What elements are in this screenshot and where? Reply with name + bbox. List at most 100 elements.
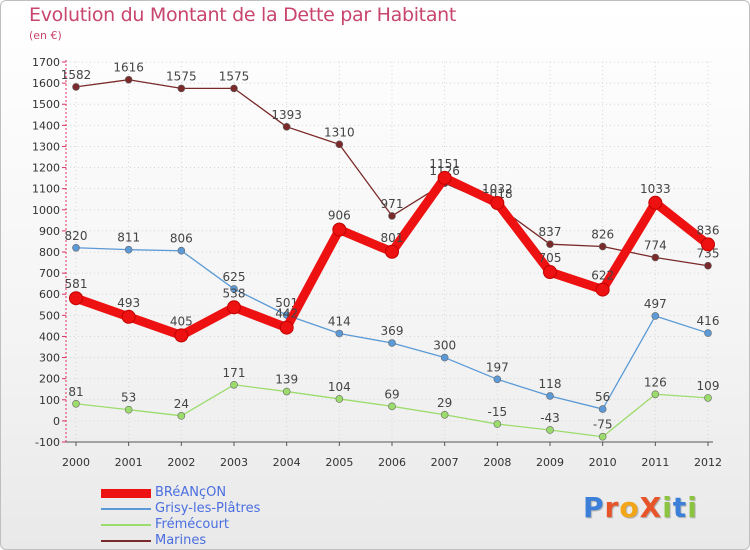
y-tick-label: 200 bbox=[39, 373, 60, 386]
data-label: 774 bbox=[644, 238, 667, 252]
data-point bbox=[493, 420, 502, 428]
x-tick-label: 2012 bbox=[694, 456, 722, 469]
data-label: -15 bbox=[488, 405, 508, 419]
x-tick-label: 2001 bbox=[115, 456, 143, 469]
legend-label: Marines bbox=[155, 533, 207, 548]
x-tick-label: 2009 bbox=[536, 456, 564, 469]
y-tick-label: 800 bbox=[39, 246, 60, 259]
data-label: 109 bbox=[697, 379, 720, 393]
data-label: 24 bbox=[174, 397, 189, 411]
data-label: 820 bbox=[65, 229, 88, 243]
x-tick-label: 2005 bbox=[325, 456, 353, 469]
x-tick-label: 2004 bbox=[273, 456, 301, 469]
legend-label: Grisy-les-Plâtres bbox=[155, 501, 261, 516]
data-point bbox=[437, 170, 452, 185]
data-label: 806 bbox=[170, 232, 193, 246]
y-tick-label: 1600 bbox=[32, 77, 60, 90]
data-point bbox=[282, 123, 291, 131]
data-label: 53 bbox=[121, 391, 136, 405]
data-point bbox=[651, 390, 660, 399]
y-tick-label: 400 bbox=[39, 330, 60, 343]
data-label: 837 bbox=[539, 225, 562, 239]
data-label: 625 bbox=[223, 270, 246, 284]
data-label: 139 bbox=[275, 373, 298, 387]
data-label: 414 bbox=[328, 314, 351, 328]
y-tick-label: 600 bbox=[39, 288, 60, 301]
x-tick-label: 2010 bbox=[589, 456, 617, 469]
data-label: 497 bbox=[644, 297, 667, 311]
data-label: 801 bbox=[381, 231, 404, 245]
logo-letter: P bbox=[583, 491, 605, 524]
y-tick-label: 0 bbox=[53, 415, 60, 428]
data-label: 118 bbox=[539, 377, 562, 391]
data-label: 1616 bbox=[113, 61, 144, 75]
data-point bbox=[177, 246, 186, 255]
data-point bbox=[230, 84, 238, 93]
data-label: 493 bbox=[117, 296, 140, 310]
data-label: 538 bbox=[223, 286, 246, 300]
data-point bbox=[595, 282, 610, 297]
y-tick-label: 100 bbox=[39, 394, 60, 407]
data-point bbox=[335, 395, 344, 403]
data-point bbox=[177, 84, 186, 93]
legend-label: BRéANçON bbox=[155, 485, 227, 500]
x-tick-label: 2008 bbox=[483, 456, 511, 469]
data-label: 971 bbox=[381, 197, 404, 211]
y-tick-label: 1000 bbox=[32, 204, 60, 217]
data-point bbox=[546, 392, 554, 400]
data-point bbox=[124, 245, 133, 254]
data-point bbox=[335, 140, 344, 149]
y-tick-label: 500 bbox=[39, 309, 60, 322]
data-label: 826 bbox=[591, 228, 614, 242]
x-tick-label: 2002 bbox=[167, 456, 195, 469]
x-tick-label: 2000 bbox=[62, 456, 90, 469]
legend-swatch bbox=[101, 508, 151, 510]
data-label: 369 bbox=[381, 324, 404, 338]
data-label: 197 bbox=[486, 360, 509, 374]
data-label: 416 bbox=[697, 314, 720, 328]
data-label: 1575 bbox=[219, 69, 250, 83]
data-point bbox=[124, 405, 133, 414]
data-point bbox=[598, 242, 607, 251]
data-point bbox=[704, 329, 712, 337]
data-point bbox=[72, 399, 80, 408]
data-label: 405 bbox=[170, 314, 193, 328]
data-label: 906 bbox=[328, 209, 351, 223]
data-point bbox=[546, 240, 554, 248]
data-label: 1575 bbox=[166, 69, 197, 83]
data-point bbox=[230, 285, 238, 293]
data-point bbox=[282, 387, 291, 396]
logo-letter: r bbox=[604, 491, 620, 524]
legend-label: Frémécourt bbox=[155, 517, 230, 532]
data-label: 735 bbox=[697, 247, 720, 261]
data-label: -43 bbox=[540, 411, 560, 425]
legend-swatch bbox=[101, 540, 151, 542]
x-tick-label: 2003 bbox=[220, 456, 248, 469]
data-label: 501 bbox=[275, 296, 298, 310]
data-label: 300 bbox=[433, 339, 456, 353]
data-point bbox=[124, 75, 133, 84]
data-label: 69 bbox=[384, 387, 399, 401]
data-point bbox=[174, 328, 189, 343]
y-tick-label: 300 bbox=[39, 352, 60, 365]
data-point bbox=[543, 265, 557, 280]
y-tick-label: 1200 bbox=[32, 162, 60, 175]
x-tick-label: 2007 bbox=[431, 456, 459, 469]
logo-letter: i bbox=[662, 491, 673, 524]
data-point bbox=[388, 402, 396, 411]
x-tick-label: 2011 bbox=[641, 456, 669, 469]
data-label: 126 bbox=[644, 375, 667, 389]
data-label: 104 bbox=[328, 380, 351, 394]
data-point bbox=[335, 329, 344, 338]
legend-swatch bbox=[101, 524, 151, 526]
data-label: 1582 bbox=[61, 68, 92, 82]
y-tick-label: 1400 bbox=[32, 119, 60, 132]
data-point bbox=[388, 339, 396, 347]
data-label: 1033 bbox=[640, 182, 671, 196]
data-point bbox=[385, 244, 399, 259]
chart-title: Evolution du Montant de la Dette par Hab… bbox=[29, 4, 457, 26]
data-point bbox=[440, 353, 449, 362]
data-label: 442 bbox=[275, 307, 298, 321]
y-tick-label: 1100 bbox=[32, 183, 60, 196]
